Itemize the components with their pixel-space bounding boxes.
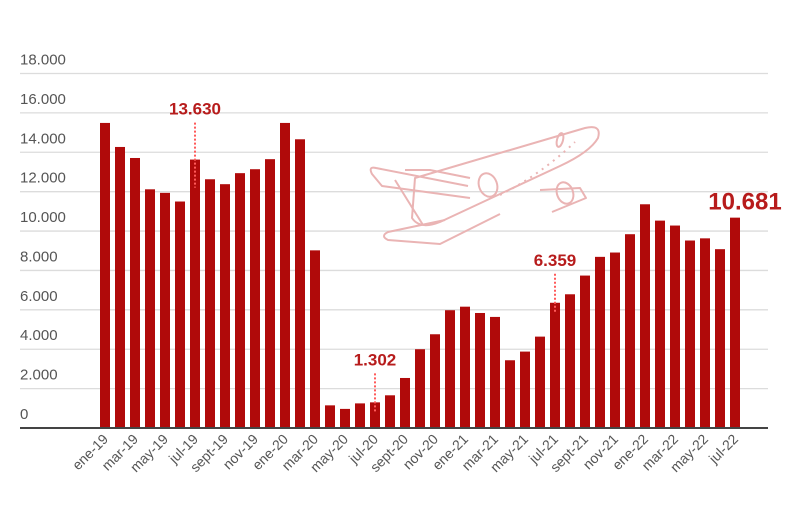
bar-dic-21 xyxy=(625,234,635,428)
bar-oct-19 xyxy=(235,173,245,428)
bar-sept-19 xyxy=(220,184,230,428)
y-tick-label: 6.000 xyxy=(20,288,58,305)
bar-ago-21 xyxy=(565,294,575,428)
bar-ene-21 xyxy=(460,306,470,428)
bar-jul-22 xyxy=(730,217,740,428)
data-label: 13.630 xyxy=(169,100,221,119)
bar-jul-19 xyxy=(190,159,200,428)
bar-may-21 xyxy=(520,351,530,428)
data-label: 10.681 xyxy=(708,189,781,216)
y-axis-labels: 0 2.000 4.000 6.000 8.000 10.000 12.000 14.000 1… xyxy=(20,52,66,424)
bar-nov-21 xyxy=(610,252,620,428)
bar-mar-21 xyxy=(490,316,500,428)
bar-ene-22 xyxy=(640,204,650,428)
bar-oct-21 xyxy=(595,256,605,428)
bar-nov-20 xyxy=(430,334,440,428)
bar-dic-20 xyxy=(445,310,455,428)
y-tick-label: 16.000 xyxy=(20,91,66,108)
bar-ago-20 xyxy=(385,395,395,428)
y-tick-label: 0 xyxy=(20,406,28,423)
bar-may-20 xyxy=(340,408,350,428)
airplane-illustration-icon xyxy=(369,126,600,245)
x-tick-label: jul-22 xyxy=(705,431,741,467)
bar-jun-19 xyxy=(175,201,185,428)
bar-sept-20 xyxy=(400,377,410,428)
bar-nov-19 xyxy=(250,169,260,428)
y-tick-label: 8.000 xyxy=(20,248,58,265)
bar-may-22 xyxy=(700,238,710,428)
bar-feb-22 xyxy=(655,220,665,428)
bars xyxy=(100,122,740,429)
bar-feb-19 xyxy=(115,146,125,429)
bar-jul-21 xyxy=(550,302,560,428)
data-label: 1.302 xyxy=(354,350,397,369)
y-tick-label: 2.000 xyxy=(20,367,58,384)
bar-ene-19 xyxy=(100,122,110,429)
bar-abr-19 xyxy=(145,189,155,428)
x-axis-labels: ene-19mar-19may-19jul-19sept-19nov-19ene… xyxy=(69,431,741,475)
bar-may-19 xyxy=(160,192,170,428)
annotations: 13.630 1.302 6.359 10.681 xyxy=(169,100,782,413)
bar-abr-22 xyxy=(685,240,695,428)
bar-jun-20 xyxy=(355,403,365,428)
bar-feb-20 xyxy=(295,139,305,428)
bar-mar-22 xyxy=(670,225,680,428)
bar-mar-19 xyxy=(130,157,140,428)
bar-abr-20 xyxy=(325,405,335,428)
bar-feb-21 xyxy=(475,312,485,428)
bar-ago-19 xyxy=(205,179,215,428)
data-label: 6.359 xyxy=(534,251,577,270)
bar-jul-20 xyxy=(370,402,380,428)
y-tick-label: 10.000 xyxy=(20,209,66,226)
bar-oct-20 xyxy=(415,349,425,428)
bar-ene-20 xyxy=(280,122,290,429)
bar-jun-21 xyxy=(535,336,545,428)
bar-sept-21 xyxy=(580,275,590,428)
bar-jun-22 xyxy=(715,249,725,428)
bar-mar-20 xyxy=(310,250,320,428)
y-tick-label: 14.000 xyxy=(20,130,66,147)
bar-dic-19 xyxy=(265,159,275,428)
bar-abr-21 xyxy=(505,360,515,428)
y-tick-label: 12.000 xyxy=(20,170,66,187)
y-tick-label: 18.000 xyxy=(20,52,66,69)
y-tick-label: 4.000 xyxy=(20,327,58,344)
